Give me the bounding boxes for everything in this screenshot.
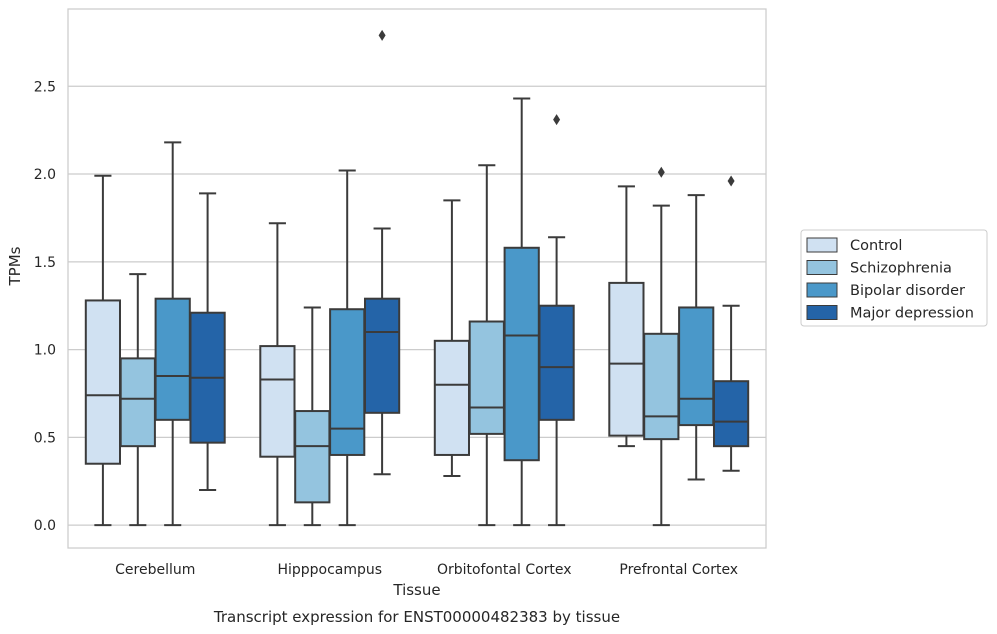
y-tick-label: 2.0: [34, 167, 56, 183]
iqr-box: [363, 297, 401, 414]
iqr-box: [329, 308, 366, 456]
x-tick-label: Hipppocampus: [277, 562, 382, 578]
box-major-depression: [712, 175, 750, 472]
box-control: [433, 199, 471, 478]
outlier-point: [553, 114, 561, 126]
iqr-box: [503, 246, 540, 462]
iqr-box: [294, 410, 331, 504]
legend-frame: [800, 229, 988, 327]
chart-caption: Transcript expression for ENST0000048238…: [213, 608, 620, 626]
box-bipolar-disorder: [678, 194, 715, 481]
iqr-box: [468, 320, 505, 435]
box-control: [608, 185, 645, 448]
x-axis-ticks: Cerebellum Hipppocampus Orbitofontal Corte…: [115, 562, 738, 578]
box-schizophrenia: [643, 166, 680, 527]
legend-swatch: [806, 260, 838, 275]
iqr-box: [433, 339, 471, 456]
legend-label: Control: [850, 238, 902, 254]
box-control: [259, 222, 296, 527]
box-schizophrenia: [294, 306, 331, 527]
plot-area-frame: [67, 8, 767, 549]
x-tick-label: Prefrontal Cortex: [619, 562, 738, 578]
outlier-point: [727, 175, 735, 187]
box-schizophrenia: [119, 273, 156, 527]
legend-swatch: [806, 282, 838, 298]
outlier-point: [378, 29, 386, 41]
x-tick-label: Orbitofontal Cortex: [437, 562, 572, 578]
y-tick-label: 1.5: [34, 255, 56, 271]
y-tick-label: 1.0: [34, 343, 56, 359]
box-major-depression: [538, 114, 575, 527]
legend-swatch: [806, 237, 838, 253]
legend-label: Bipolar disorder: [850, 283, 965, 299]
box-bipolar-disorder: [329, 169, 366, 527]
legend: Control Schizophrenia Bipolar disorder Majo…: [800, 229, 988, 327]
x-axis-label: Tissue: [392, 581, 440, 599]
box-plot-boxes: [84, 29, 750, 527]
box-major-depression: [363, 29, 401, 476]
iqr-box: [643, 332, 680, 441]
y-axis-ticks: 0.0 0.5 1.0 1.5 2.0 2.5: [34, 79, 56, 534]
box-bipolar-disorder: [154, 141, 191, 527]
y-axis-label: TPMs: [6, 246, 24, 286]
iqr-box: [608, 281, 645, 437]
box-control: [84, 174, 122, 527]
iqr-box: [119, 357, 156, 448]
y-tick-label: 2.5: [34, 79, 56, 95]
iqr-box: [712, 380, 750, 448]
legend-label: Schizophrenia: [850, 261, 952, 277]
outlier-point: [657, 166, 665, 178]
x-tick-label: Cerebellum: [115, 562, 195, 578]
box-bipolar-disorder: [503, 97, 540, 527]
iqr-box: [84, 299, 122, 465]
box-major-depression: [189, 192, 226, 492]
iqr-box: [259, 345, 296, 458]
iqr-box: [538, 304, 575, 421]
iqr-box: [678, 306, 715, 427]
box-schizophrenia: [468, 164, 505, 527]
y-tick-label: 0.5: [34, 430, 56, 446]
legend-swatch: [806, 305, 838, 320]
legend-label: Major depression: [850, 306, 974, 322]
iqr-box: [154, 297, 191, 421]
y-tick-label: 0.0: [34, 518, 56, 534]
